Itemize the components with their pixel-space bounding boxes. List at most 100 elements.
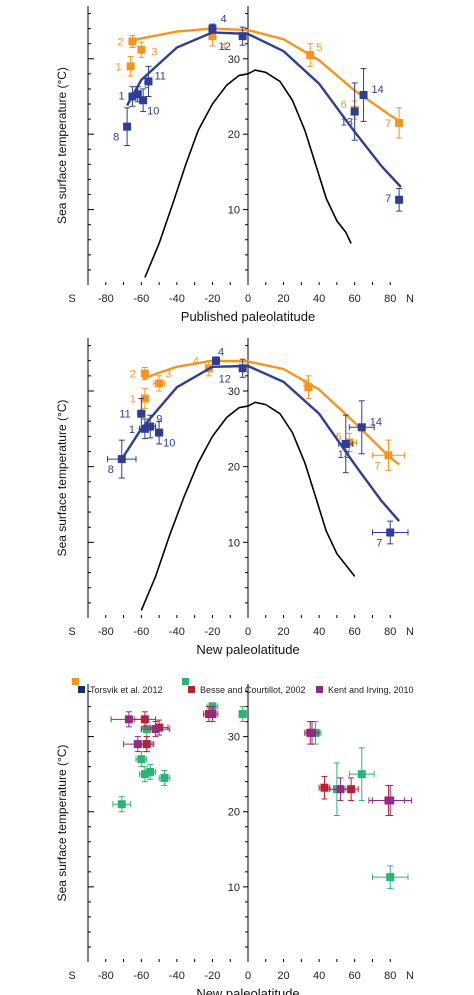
- x-tick-label: 0: [245, 970, 251, 982]
- x-tick-label: 60: [349, 293, 361, 305]
- blue-point-label: 1: [129, 424, 135, 436]
- green-data-point: [137, 755, 146, 764]
- orange-point-label: 4: [193, 355, 199, 367]
- orange-data-point: [137, 45, 146, 54]
- y-tick-label: 10: [228, 882, 240, 894]
- y-tick-label: 10: [228, 205, 240, 217]
- x-tick-label: 80: [384, 293, 396, 305]
- blue-point-label: 14: [372, 84, 384, 96]
- x-tick-label: 20: [277, 970, 289, 982]
- x-tick-label: -20: [204, 626, 220, 638]
- purple-data-point: [151, 725, 160, 734]
- x-tick-label: -20: [204, 970, 220, 982]
- orange-point-label: 1: [130, 394, 136, 406]
- blue-point-label: 11: [119, 409, 130, 421]
- purple-data-point: [308, 728, 316, 737]
- x-tick-label: S: [68, 626, 75, 638]
- blue-data-point: [238, 32, 247, 41]
- orange-point-label: 2: [130, 369, 136, 381]
- x-tick-label: -60: [133, 626, 149, 638]
- purple-data-point: [133, 740, 142, 749]
- y-tick-label: 20: [228, 807, 240, 819]
- x-tick-label: 60: [349, 970, 361, 982]
- orange-point-label: 6: [335, 431, 341, 443]
- x-tick-label: S: [68, 293, 75, 305]
- black-fit-curve: [144, 69, 352, 278]
- orange-point-label: 6: [341, 99, 347, 111]
- legend-swatch: [188, 686, 195, 693]
- y-tick-label: 10: [228, 537, 240, 549]
- orange-point-label: 3: [165, 368, 171, 380]
- x-tick-label: N: [406, 293, 414, 305]
- y-tick-label: 30: [228, 386, 240, 398]
- blue-fit-curve: [120, 364, 401, 522]
- legend-swatch-accent: [72, 678, 79, 685]
- blue-data-point: [137, 409, 146, 418]
- x-tick-label: 40: [313, 970, 325, 982]
- blue-data-point: [144, 77, 153, 86]
- blue-point-label: 13: [338, 449, 350, 461]
- blue-data-point: [341, 439, 350, 448]
- orange-point-label: 7: [374, 460, 380, 472]
- orange-fit-curve: [142, 359, 400, 466]
- blue-data-point: [208, 24, 217, 33]
- orange-data-point: [126, 62, 135, 71]
- legend-label: Torsvik et al. 2012: [90, 685, 163, 695]
- blue-point-label: 7: [376, 537, 382, 549]
- blue-point-label: 13: [341, 117, 353, 129]
- y-axis-label: Sea surface temperature (°C): [55, 67, 69, 224]
- y-tick-label: 20: [228, 462, 240, 474]
- purple-data-point: [386, 796, 395, 805]
- blue-data-point: [386, 528, 395, 537]
- x-tick-label: 80: [384, 626, 396, 638]
- blue-point-label: 10: [147, 105, 159, 117]
- x-tick-label: 0: [245, 293, 251, 305]
- x-axis-label: New paleolatitude: [196, 986, 299, 995]
- legend-swatch: [316, 686, 323, 693]
- orange-point-label: 2: [117, 36, 123, 48]
- x-tick-label: -40: [169, 293, 185, 305]
- orange-data-point: [384, 451, 393, 460]
- blue-point-label: 8: [108, 464, 114, 476]
- orange-data-point: [208, 32, 217, 41]
- legend-swatch: [78, 686, 85, 693]
- blue-point-label: 4: [218, 347, 224, 359]
- blue-data-point: [357, 423, 366, 432]
- orange-data-point: [155, 379, 164, 388]
- x-tick-label: -40: [169, 970, 185, 982]
- x-tick-label: -60: [133, 970, 149, 982]
- blue-data-point: [139, 96, 148, 105]
- orange-data-point: [306, 51, 315, 60]
- blue-point-label: 7: [385, 193, 391, 205]
- legend-label: Kent and Irving, 2010: [328, 685, 414, 695]
- blue-point-label: 4: [220, 14, 226, 26]
- blue-data-point: [238, 364, 247, 373]
- green-data-point: [117, 800, 126, 809]
- blue-point-label: 10: [163, 438, 175, 450]
- y-tick-label: 30: [228, 732, 240, 744]
- x-tick-label: -80: [98, 970, 114, 982]
- orange-fit-curve: [128, 27, 402, 124]
- blue-data-point: [128, 92, 137, 101]
- x-tick-label: 40: [313, 626, 325, 638]
- blue-data-point: [123, 122, 132, 131]
- green-data-point: [357, 770, 366, 779]
- purple-data-point: [208, 710, 217, 719]
- black-fit-curve: [140, 401, 356, 611]
- x-tick-label: -80: [98, 293, 114, 305]
- y-tick-label: 30: [228, 54, 240, 66]
- x-tick-label: 0: [245, 626, 251, 638]
- blue-point-label: 9: [156, 414, 162, 426]
- x-tick-label: N: [406, 626, 414, 638]
- blue-data-point: [212, 356, 220, 365]
- orange-point-label: 7: [385, 118, 391, 130]
- green-data-point: [146, 767, 155, 776]
- x-tick-label: 20: [277, 626, 289, 638]
- legend-swatch-accent: [182, 678, 189, 685]
- blue-point-label: 14: [370, 416, 382, 428]
- x-axis-label: New paleolatitude: [196, 642, 299, 657]
- orange-point-label: 3: [151, 47, 157, 59]
- x-axis-label: Published paleolatitude: [181, 309, 315, 324]
- green-data-point: [160, 773, 169, 782]
